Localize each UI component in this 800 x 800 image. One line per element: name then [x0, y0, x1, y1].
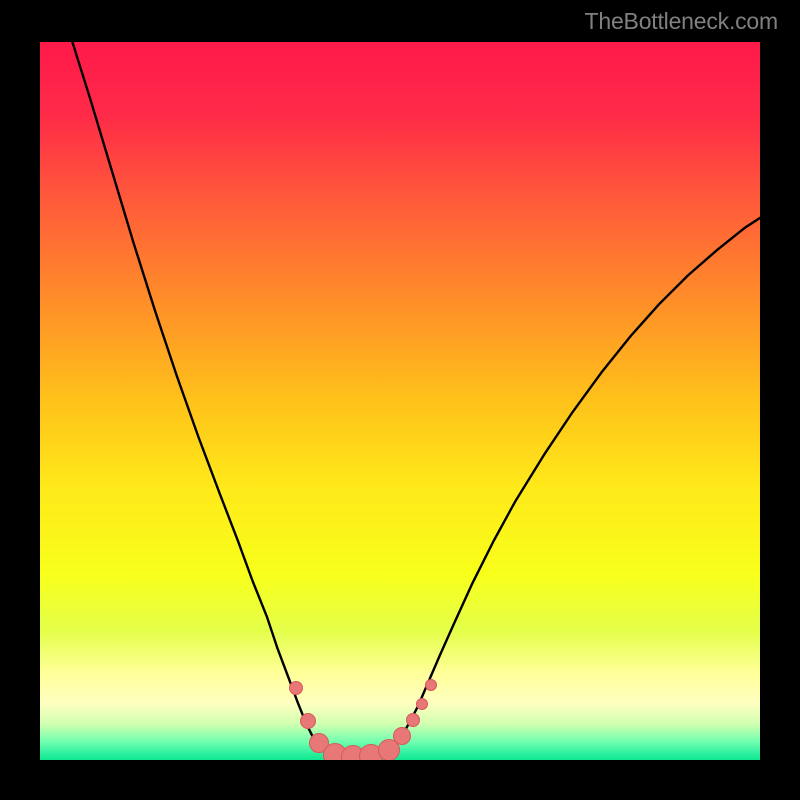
- plot-area: [40, 42, 760, 760]
- data-point: [289, 681, 303, 695]
- data-point: [406, 713, 420, 727]
- data-point: [425, 679, 437, 691]
- data-point: [393, 727, 411, 745]
- bottleneck-curve: [40, 42, 760, 760]
- chart-frame: TheBottleneck.com: [0, 0, 800, 800]
- data-point: [300, 713, 316, 729]
- data-point: [416, 698, 428, 710]
- curve-path: [72, 42, 760, 760]
- source-watermark: TheBottleneck.com: [585, 8, 778, 35]
